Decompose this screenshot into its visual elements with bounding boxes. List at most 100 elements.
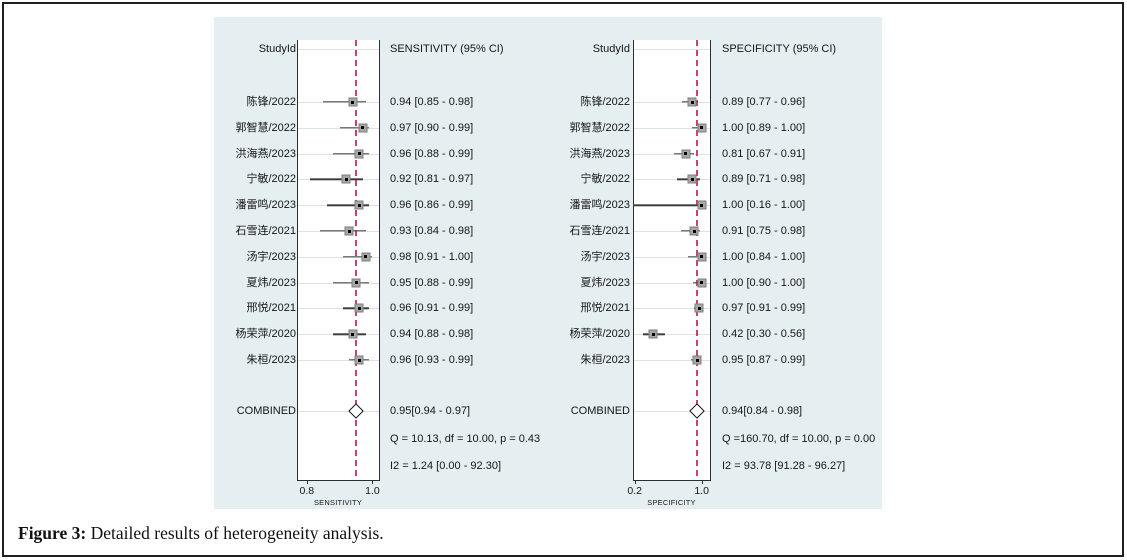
- combined-reference-line: [695, 40, 698, 480]
- study-name: 杨荣萍/2020: [569, 328, 630, 341]
- value-column-header: SENSITIVITY (95% CI): [390, 43, 504, 55]
- row-guide-line: [633, 411, 710, 412]
- point-estimate-dot: [700, 281, 704, 285]
- study-column-header: StudyId: [258, 43, 296, 55]
- x-axis-tick: [701, 480, 703, 484]
- caption-label: Figure 3:: [18, 523, 87, 543]
- point-estimate-marker: [681, 149, 691, 159]
- point-estimate-marker: [354, 303, 364, 313]
- forest-plot-panel: StudyId SENSITIVITY (95% CI) 陈锋/2022 0.94 […: [214, 17, 882, 509]
- point-estimate-dot: [700, 203, 704, 207]
- estimate-label: 0.81 [0.67 - 0.91]: [722, 147, 806, 160]
- x-axis-tick: [634, 480, 636, 484]
- study-name: 夏炜/2023: [580, 276, 630, 289]
- study-name: 潘雷鸣/2023: [569, 199, 630, 212]
- x-axis-tick: [306, 480, 308, 484]
- point-estimate-marker: [354, 355, 364, 365]
- row-guide-line: [297, 256, 379, 258]
- x-axis-tick-label: 1.0: [365, 485, 380, 497]
- estimate-label: 0.97 [0.90 - 0.99]: [390, 121, 474, 134]
- point-estimate-marker: [348, 97, 358, 107]
- row-guide-line: [633, 127, 710, 129]
- combined-reference-line: [355, 40, 358, 480]
- estimate-label: 0.95 [0.87 - 0.99]: [722, 354, 806, 366]
- x-axis-tick-label: 1.0: [694, 485, 709, 497]
- estimate-label: 0.93 [0.84 - 0.98]: [390, 225, 474, 237]
- i2-statistic-text: I2 = 1.24 [0.00 - 92.30]: [390, 460, 501, 472]
- point-estimate-marker: [687, 174, 697, 184]
- study-name: 邢悦/2021: [580, 302, 630, 315]
- study-name: 郭智慧/2022: [569, 121, 630, 134]
- point-estimate-dot: [690, 100, 694, 104]
- point-estimate-marker: [648, 329, 658, 339]
- point-estimate-dot: [700, 255, 704, 259]
- estimate-label: 0.42 [0.30 - 0.56]: [722, 328, 806, 341]
- point-estimate-dot: [344, 177, 348, 181]
- estimate-label: 0.96 [0.88 - 0.99]: [390, 147, 474, 160]
- study-name: 洪海燕/2023: [569, 147, 630, 160]
- estimate-label: 0.98 [0.91 - 1.00]: [390, 250, 474, 263]
- study-name: 夏炜/2023: [246, 276, 296, 289]
- point-estimate-dot: [347, 229, 351, 233]
- row-guide-line: [633, 334, 710, 336]
- point-estimate-dot: [357, 306, 361, 310]
- point-estimate-marker: [694, 303, 704, 313]
- study-name: 石雪连/2021: [235, 225, 296, 237]
- study-name: 陈锋/2022: [246, 96, 296, 108]
- point-estimate-dot: [357, 358, 361, 362]
- x-axis-title: SPECIFICITY: [647, 498, 696, 507]
- row-guide-line: [633, 153, 710, 155]
- estimate-label: 1.00 [0.89 - 1.00]: [722, 121, 806, 134]
- ci-line: [326, 204, 370, 206]
- combined-estimate-label: 0.94[0.84 - 0.98]: [722, 405, 803, 417]
- point-estimate-marker: [348, 329, 358, 339]
- study-name: 潘雷鸣/2023: [235, 199, 296, 212]
- estimate-label: 0.89 [0.77 - 0.96]: [722, 96, 806, 108]
- point-estimate-dot: [357, 152, 361, 156]
- ci-line: [688, 256, 702, 258]
- row-guide-line: [297, 127, 379, 129]
- study-name: 朱桓/2023: [246, 354, 296, 366]
- point-estimate-dot: [684, 152, 688, 156]
- study-name: 杨荣萍/2020: [235, 328, 296, 341]
- point-estimate-dot: [690, 177, 694, 181]
- estimate-label: 0.89 [0.71 - 0.98]: [722, 173, 806, 186]
- study-name: 汤宇/2023: [580, 250, 630, 263]
- point-estimate-marker: [358, 123, 368, 133]
- study-name: 洪海燕/2023: [235, 147, 296, 160]
- estimate-label: 0.94 [0.85 - 0.98]: [390, 96, 474, 108]
- combined-row-label: COMBINED: [570, 405, 630, 417]
- ci-line: [692, 127, 702, 129]
- point-estimate-dot: [351, 100, 355, 104]
- point-estimate-dot: [692, 229, 696, 233]
- x-axis-line: [633, 480, 711, 481]
- sensitivity-forest-plot: StudyId SENSITIVITY (95% CI) 陈锋/2022 0.94 […: [214, 17, 882, 509]
- row-guide-line: [633, 231, 710, 232]
- plot-left-border: [297, 40, 298, 480]
- point-estimate-marker: [341, 174, 351, 184]
- combined-row-label: COMBINED: [236, 405, 296, 417]
- estimate-label: 0.96 [0.93 - 0.99]: [390, 354, 474, 366]
- caption-text: Detailed results of heterogeneity analys…: [86, 523, 384, 543]
- estimate-label: 0.96 [0.91 - 0.99]: [390, 302, 474, 315]
- study-name: 陈锋/2022: [580, 96, 630, 108]
- estimate-label: 0.96 [0.86 - 0.99]: [390, 199, 474, 212]
- ci-line: [633, 204, 702, 206]
- point-estimate-marker: [697, 200, 707, 210]
- i2-statistic-text: I2 = 93.78 [91.28 - 96.27]: [722, 460, 846, 472]
- row-guide-line: [633, 360, 710, 361]
- row-guide-line: [633, 308, 710, 310]
- x-axis-title: SENSITIVITY: [313, 498, 363, 507]
- x-axis-tick-label: 0.8: [299, 485, 315, 497]
- point-estimate-dot: [695, 358, 699, 362]
- point-estimate-marker: [697, 252, 707, 262]
- point-estimate-marker: [351, 278, 361, 288]
- q-statistic-text: Q = 10.13, df = 10.00, p = 0.43: [390, 433, 541, 445]
- plot-right-border: [379, 40, 380, 480]
- point-estimate-marker: [697, 123, 707, 133]
- point-estimate-marker: [697, 278, 707, 288]
- point-estimate-marker: [344, 226, 354, 236]
- point-estimate-dot: [364, 255, 368, 259]
